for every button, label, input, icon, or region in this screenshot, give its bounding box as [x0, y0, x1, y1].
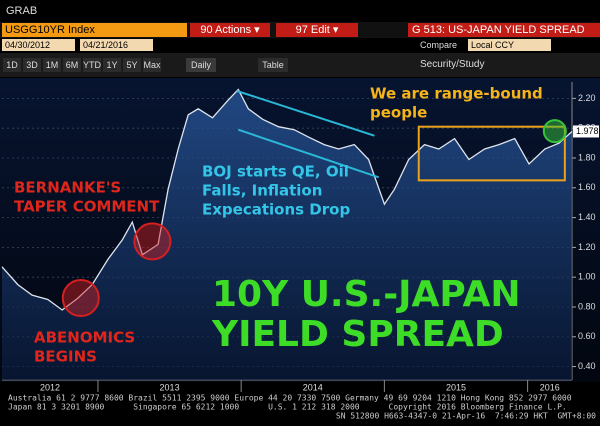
annotation: BOJ starts QE, Oil: [202, 163, 349, 181]
chart: 0.400.600.801.001.201.401.601.802.002.20…: [0, 78, 600, 421]
chart-title: YIELD SPREAD: [211, 314, 504, 355]
annotation: We are range-bound: [370, 85, 543, 103]
end-date[interactable]: 04/21/2016: [80, 39, 153, 51]
range-button[interactable]: 1Y: [103, 58, 121, 72]
y-tick-label: 0.80: [578, 301, 596, 311]
chart-title-field: G 513: US-JAPAN YIELD SPREAD: [408, 23, 600, 37]
range-button[interactable]: 6M: [63, 58, 81, 72]
currency-field[interactable]: Local CCY: [468, 39, 551, 51]
toolbar: 1D 3D 1M 6M YTD 1Y 5Y Max Daily Table: [0, 53, 600, 77]
annotation: Falls, Inflation: [202, 182, 322, 200]
range-button[interactable]: Max: [143, 58, 161, 72]
y-tick-label: 0.40: [578, 361, 596, 371]
ticker-field[interactable]: USGG10YR Index: [2, 23, 187, 37]
range-box: [417, 125, 566, 182]
footer-line: SN 512800 H663-4347-0 21-Apr-16 7:46:29 …: [336, 412, 596, 421]
chart-title: 10Y U.S.-JAPAN: [212, 274, 520, 315]
highlight-circle: [61, 279, 100, 318]
annotation: people: [370, 104, 427, 122]
frequency-button[interactable]: Daily: [186, 58, 216, 72]
highlight-circle: [133, 222, 172, 261]
x-tick-label: 2013: [160, 382, 180, 392]
y-tick-label: 2.20: [578, 93, 596, 103]
range-button[interactable]: 3D: [23, 58, 41, 72]
y-tick-label: 1.80: [578, 152, 596, 162]
window-title: GRAB: [6, 5, 38, 17]
annotation: ABENOMICS: [34, 329, 135, 347]
channel-line: [236, 89, 375, 137]
range-button[interactable]: 1M: [43, 58, 61, 72]
start-date[interactable]: 04/30/2012: [2, 39, 75, 51]
footer-line: Australia 61 2 9777 8600 Brazil 5511 239…: [8, 394, 572, 403]
study-button[interactable]: Security/Study: [420, 59, 485, 70]
highlight-circle: [542, 119, 567, 144]
compare-label[interactable]: Compare: [420, 40, 458, 50]
actions-button[interactable]: 90 Actions ▾: [190, 23, 270, 37]
annotation: Expecations Drop: [202, 201, 350, 219]
y-tick-label: 1.00: [578, 272, 596, 282]
annotation: BEGINS: [34, 348, 97, 366]
y-tick-label: 1.60: [578, 182, 596, 192]
line: [1, 88, 573, 311]
last-value-box: [573, 125, 599, 138]
channel-line: [237, 128, 379, 179]
edit-button[interactable]: 97 Edit ▾: [276, 23, 358, 37]
x-tick-label: 2012: [40, 382, 60, 392]
table-button[interactable]: Table: [258, 58, 288, 72]
y-tick-label: 1.20: [578, 242, 596, 252]
range-button[interactable]: YTD: [83, 58, 101, 72]
x-tick-label: 2016: [540, 382, 560, 392]
range-button[interactable]: 1D: [3, 58, 21, 72]
annotation: BERNANKE'S: [14, 179, 121, 197]
x-tick-label: 2014: [303, 382, 323, 392]
area: [2, 89, 572, 380]
x-tick-label: 2015: [446, 382, 466, 392]
y-tick-label: 1.40: [578, 212, 596, 222]
footer-line: Japan 81 3 3201 8900 Singapore 65 6212 1…: [8, 403, 567, 412]
last-value-label: 1.978: [576, 126, 599, 136]
annotation: TAPER COMMENT: [14, 198, 160, 216]
range-button[interactable]: 5Y: [123, 58, 141, 72]
y-tick-label: 0.60: [578, 331, 596, 341]
